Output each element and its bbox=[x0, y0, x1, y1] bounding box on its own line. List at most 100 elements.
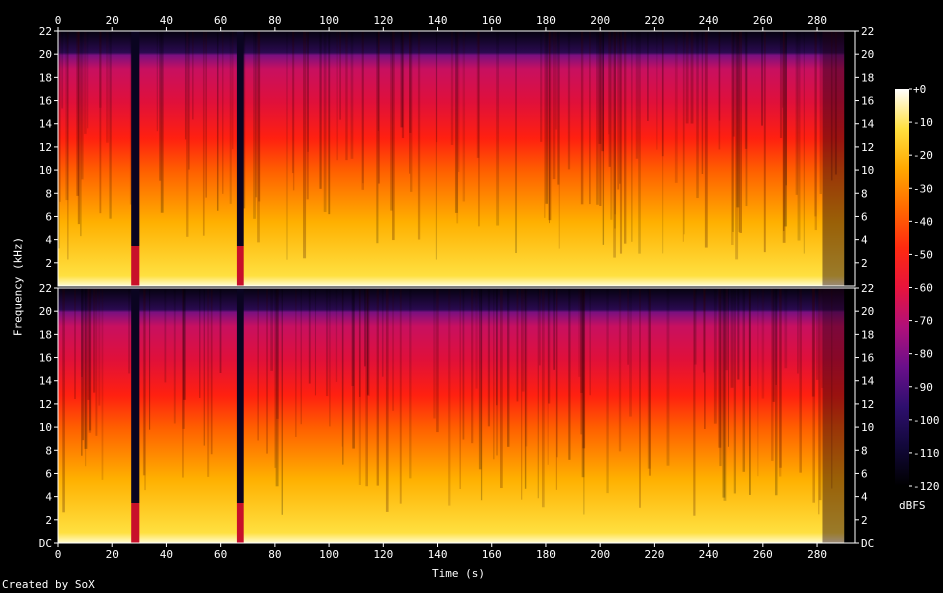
silent-gap-low bbox=[236, 503, 244, 543]
spectral-streak bbox=[730, 288, 734, 388]
spectral-streak bbox=[739, 31, 742, 233]
spectral-streak bbox=[521, 288, 525, 392]
spectral-streak bbox=[727, 288, 729, 447]
y-tick-label: 22 bbox=[39, 282, 52, 295]
spectral-streak bbox=[87, 31, 89, 129]
spectral-streak bbox=[336, 31, 338, 161]
spectral-streak bbox=[364, 288, 366, 367]
spectral-streak bbox=[742, 288, 746, 472]
spectral-streak bbox=[583, 288, 585, 515]
spectral-streak bbox=[541, 288, 545, 508]
spectral-streak bbox=[568, 288, 571, 460]
y-tick-label: 4 bbox=[861, 491, 868, 504]
spectral-streak bbox=[744, 31, 748, 149]
spectral-streak bbox=[329, 288, 331, 427]
y-tick-label: 8 bbox=[45, 187, 52, 200]
spectral-streak bbox=[683, 31, 685, 235]
y-tick-label: DC bbox=[861, 537, 874, 550]
colorbar-tick-label: -110 bbox=[913, 447, 940, 460]
spectral-streak bbox=[85, 288, 87, 467]
spectral-streak bbox=[619, 31, 621, 184]
spectral-streak bbox=[74, 288, 76, 400]
spectral-streak bbox=[552, 31, 556, 180]
spectral-streak bbox=[351, 288, 355, 387]
spectral-streak bbox=[507, 288, 510, 447]
y-axis-label: Frequency (kHz) bbox=[11, 236, 25, 337]
y-tick-label: 14 bbox=[39, 375, 53, 388]
spectral-streak bbox=[661, 31, 664, 157]
spectral-streak bbox=[608, 31, 611, 167]
spectral-streak bbox=[737, 288, 740, 380]
spectral-streak bbox=[87, 288, 90, 400]
silent-gap-low bbox=[131, 246, 140, 286]
x-tick-label: 140 bbox=[428, 14, 448, 27]
spectral-streak bbox=[274, 288, 277, 468]
x-tick-label: 220 bbox=[644, 548, 664, 561]
spectral-streak bbox=[80, 31, 82, 237]
spectral-streak bbox=[733, 288, 736, 494]
y-tick-label: 4 bbox=[45, 234, 52, 247]
spectral-streak bbox=[548, 31, 552, 221]
spectral-streak bbox=[779, 288, 782, 468]
y-tick-label: 14 bbox=[39, 118, 53, 131]
spectral-streak bbox=[775, 288, 778, 385]
spectral-streak bbox=[164, 288, 167, 383]
spectral-streak bbox=[88, 288, 92, 431]
spectral-streak bbox=[148, 288, 151, 430]
spectral-streak bbox=[359, 288, 361, 397]
spectral-streak bbox=[448, 288, 451, 506]
spectral-streak bbox=[713, 288, 717, 424]
spectral-streak bbox=[286, 31, 288, 260]
x-tick-label: 80 bbox=[268, 14, 281, 27]
spectral-streak bbox=[436, 288, 439, 433]
spectral-streak bbox=[553, 288, 556, 370]
spectral-streak bbox=[478, 288, 482, 470]
spectral-streak bbox=[459, 288, 461, 490]
spectral-streak bbox=[771, 288, 774, 461]
spectral-streak bbox=[358, 288, 361, 486]
spectral-streak bbox=[303, 31, 307, 259]
spectral-streak bbox=[631, 31, 633, 242]
y-tick-label: 20 bbox=[861, 48, 874, 61]
y-tick-label: DC bbox=[39, 537, 52, 550]
spectral-streak bbox=[619, 31, 623, 254]
spectral-streak bbox=[222, 31, 224, 194]
spectral-streak bbox=[128, 288, 131, 374]
spectral-streak bbox=[732, 31, 736, 137]
spectral-streak bbox=[392, 288, 395, 411]
x-tick-label: 180 bbox=[536, 14, 556, 27]
silent-gap bbox=[131, 288, 140, 503]
spectral-streak bbox=[495, 288, 498, 406]
y-tick-label: 12 bbox=[39, 141, 52, 154]
spectral-streak bbox=[580, 31, 584, 205]
colorbar-tick-label: -100 bbox=[913, 414, 940, 427]
spectral-streak bbox=[365, 288, 368, 487]
spectral-streak bbox=[188, 31, 190, 170]
spectral-streak bbox=[345, 31, 348, 161]
spectral-streak bbox=[328, 31, 331, 215]
spectral-streak bbox=[160, 31, 164, 213]
spectral-streak bbox=[761, 288, 765, 399]
spectral-streak bbox=[159, 31, 162, 181]
spectral-streak bbox=[580, 288, 583, 435]
spectral-streak bbox=[457, 31, 460, 172]
colorbar bbox=[895, 89, 909, 486]
spectral-streak bbox=[815, 288, 819, 380]
spectral-streak bbox=[377, 31, 379, 131]
spectral-streak bbox=[662, 31, 664, 254]
spectral-streak bbox=[696, 31, 699, 199]
x-tick-label: 160 bbox=[482, 14, 502, 27]
spectral-streak bbox=[596, 31, 599, 205]
spectral-streak bbox=[784, 31, 787, 227]
spectral-streak bbox=[731, 31, 734, 245]
silent-gap-low bbox=[236, 246, 244, 286]
spectral-streak bbox=[109, 31, 112, 219]
x-tick-label: 240 bbox=[699, 14, 719, 27]
spectral-streak bbox=[834, 31, 837, 175]
spectral-streak bbox=[589, 31, 591, 205]
x-tick-label: 0 bbox=[55, 548, 62, 561]
spectral-streak bbox=[257, 31, 260, 243]
spectral-streak bbox=[567, 31, 571, 170]
x-tick-label: 260 bbox=[753, 548, 773, 561]
spectral-streak bbox=[275, 288, 279, 487]
